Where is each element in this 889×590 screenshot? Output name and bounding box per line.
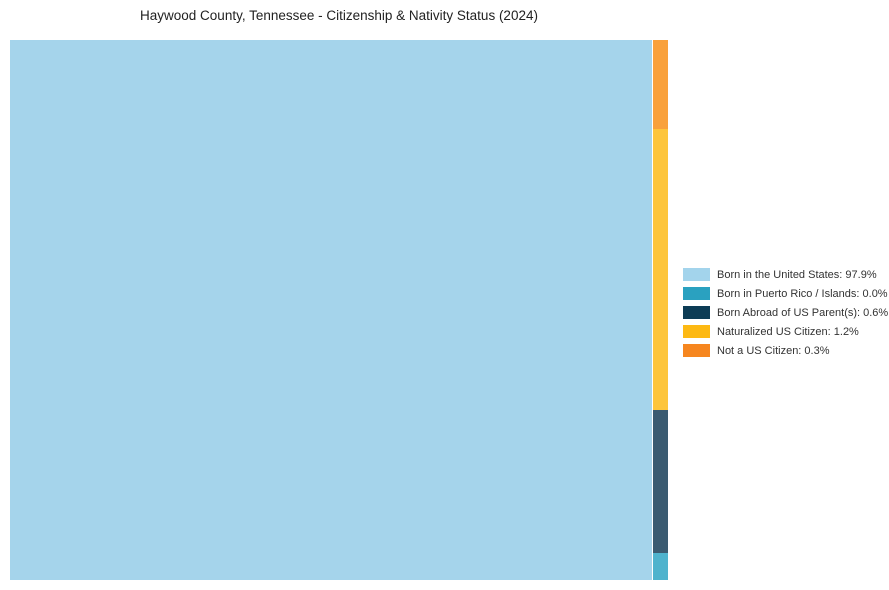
legend-label-born-in-the-united-states: Born in the United States: 97.9% [717,268,877,281]
legend-swatch-not-a-us-citizen [683,344,710,357]
legend-swatch-born-in-puerto-rico-islands [683,287,710,300]
legend-row-born-abroad-of-us-parents: Born Abroad of US Parent(s): 0.6% [683,303,888,322]
legend-swatch-naturalized-us-citizen [683,325,710,338]
legend-row-naturalized-us-citizen: Naturalized US Citizen: 1.2% [683,322,888,341]
legend: Born in the United States: 97.9% Born in … [683,265,888,360]
legend-row-not-a-us-citizen: Not a US Citizen: 0.3% [683,341,888,360]
treemap-block-born-abroad-of-us-parents [653,410,668,553]
treemap-block-born-in-puerto-rico-islands [653,553,668,580]
legend-row-born-in-puerto-rico-islands: Born in Puerto Rico / Islands: 0.0% [683,284,888,303]
legend-label-not-a-us-citizen: Not a US Citizen: 0.3% [717,344,830,357]
legend-swatch-born-abroad-of-us-parents [683,306,710,319]
legend-label-born-abroad-of-us-parents: Born Abroad of US Parent(s): 0.6% [717,306,889,319]
treemap-block-naturalized-us-citizen [653,129,668,410]
treemap-block-not-a-us-citizen [653,40,668,129]
legend-row-born-in-the-united-states: Born in the United States: 97.9% [683,265,888,284]
legend-swatch-born-in-the-united-states [683,268,710,281]
legend-label-born-in-puerto-rico-islands: Born in Puerto Rico / Islands: 0.0% [717,287,888,300]
chart-title: Haywood County, Tennessee - Citizenship … [140,8,538,23]
treemap-block-born-in-the-united-states [10,40,652,580]
legend-label-naturalized-us-citizen: Naturalized US Citizen: 1.2% [717,325,859,338]
